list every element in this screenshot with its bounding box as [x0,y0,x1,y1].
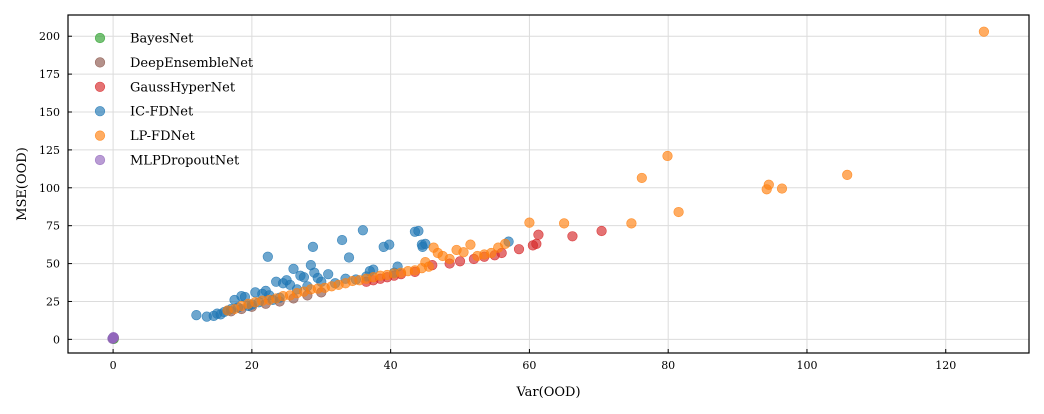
point-ic-fdnet [384,239,395,250]
point-gausshypernet [454,256,466,267]
point-gausshypernet [513,244,525,255]
y-tick-label: 75 [46,220,60,233]
point-lp-fdnet [776,183,788,194]
x-tick-label: 60 [522,359,536,372]
point-ic-fdnet [343,252,355,263]
point-gausshypernet [567,231,578,242]
legend-marker [94,81,106,92]
x-tick-label: 80 [661,359,675,372]
legend-item-deepensemblenet: DeepEnsembleNet [94,56,254,71]
legend-marker [94,154,106,166]
point-gausshypernet [533,229,544,240]
point-lp-fdnet [444,253,455,265]
point-gausshypernet [596,225,607,237]
point-lp-fdnet [842,169,853,181]
point-ic-fdnet [420,238,431,249]
point-lp-fdnet [486,247,497,259]
point-lp-fdnet [626,218,637,229]
point-ic-fdnet [191,310,202,321]
legend-label: BayesNet [130,32,194,47]
x-tick-label: 20 [245,359,259,372]
point-lp-fdnet [636,172,647,184]
y-tick-label: 100 [39,182,60,195]
legend-marker [94,32,106,44]
plot-frame [67,14,1030,354]
point-ic-fdnet [262,251,273,262]
point-ic-fdnet [323,269,334,280]
x-tick-label: 100 [796,359,817,372]
point-lp-fdnet [458,247,469,258]
legend-item-mlpdropoutnet: MLPDropoutNet [94,154,240,169]
point-ic-fdnet [336,234,348,246]
point-ic-fdnet [357,225,368,236]
legend: BayesNet DeepEnsembleNet GaussHyperNet IC-F… [94,32,254,169]
legend-item-bayesnet: BayesNet [94,32,194,47]
legend-marker [94,130,106,141]
point-ic-fdnet [298,272,310,283]
y-tick-label: 125 [39,144,60,157]
legend-marker [94,57,106,68]
legend-label: DeepEnsembleNet [130,56,254,71]
x-tick-label: 40 [384,359,398,372]
x-tick-label: 120 [935,359,956,372]
point-ic-fdnet [288,263,299,274]
legend-item-lp-fdnet: LP-FDNet [94,129,196,144]
point-ic-fdnet [307,241,319,253]
legend-label: LP-FDNet [130,129,196,144]
point-lp-fdnet [524,217,535,228]
point-lp-fdnet [423,261,434,272]
legend-label: IC-FDNet [130,105,194,120]
legend-marker [94,106,106,117]
point-lp-fdnet [465,239,476,250]
y-tick-label: 50 [46,258,60,271]
axis-ticks: 0 20 40 60 80 100 120 0 25 50 75 100 125 150 175 200 [39,30,956,372]
y-axis-label: MSE(OOD) [15,147,30,221]
point-gausshypernet [531,238,542,249]
y-tick-label: 175 [39,68,60,81]
y-tick-label: 200 [39,30,60,43]
point-lp-fdnet [559,218,570,229]
grid [68,15,1029,353]
point-lp-fdnet [763,179,774,190]
y-tick-label: 150 [39,106,60,119]
point-lp-fdnet [978,26,989,37]
legend-label: GaussHyperNet [130,80,236,95]
legend-item-gausshypernet: GaussHyperNet [94,80,236,95]
point-lp-fdnet [673,206,684,218]
x-axis-label: Var(OOD) [515,385,580,400]
y-tick-label: 0 [53,333,60,346]
point-lp-fdnet [662,150,673,162]
legend-item-ic-fdnet: IC-FDNet [94,105,194,120]
plot-points [107,26,989,345]
x-tick-label: 0 [110,359,117,372]
y-tick-label: 25 [46,295,60,308]
point-ic-fdnet [413,225,424,237]
legend-label: MLPDropoutNet [130,154,240,169]
point-mlpdropoutnet [108,331,119,343]
point-lp-fdnet [500,238,511,249]
